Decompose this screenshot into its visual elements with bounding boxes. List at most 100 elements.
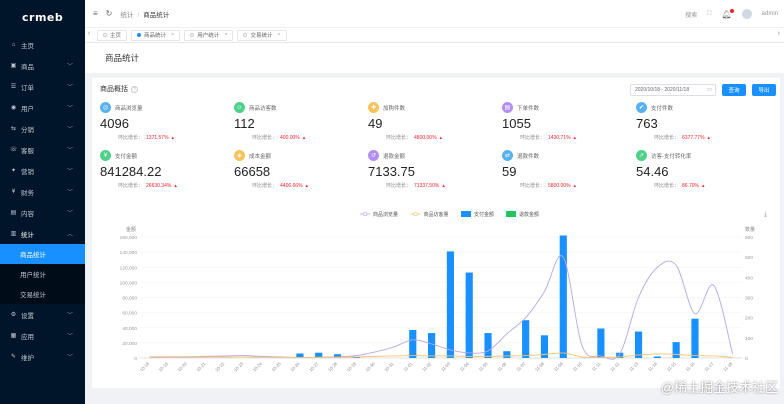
metric-icon: ✚ [368,102,379,113]
sidebar-item-home[interactable]: ⌂ 主页 [0,34,85,55]
content-icon: ▤ [10,210,17,216]
chart-bar [540,335,549,358]
date-range-picker[interactable]: 2020/10/18 - 2020/11/18 ▭ [630,84,716,96]
chart-line-series [149,352,733,359]
tab-2[interactable]: 用户统计 × [184,29,234,41]
sidebar-item-marketing[interactable]: ✦ 营销 ﹀ [0,160,85,181]
metric-ratio-label: 环比增长： [118,135,144,141]
metric-ratio-value: 5800.00% [548,183,571,189]
tab-1[interactable]: 商品统计 × [131,29,181,41]
close-tab-icon[interactable]: × [171,32,175,38]
sidebar-item-distribution[interactable]: ⇆ 分销 ﹀ [0,118,85,139]
x-tick-label: 10-28 [327,361,339,373]
chart-bar [653,356,661,358]
chart-bar [559,235,567,358]
metric-label: 商品访客数 [249,106,277,112]
tab-3[interactable]: 交易统计 × [237,29,287,41]
metric-ratio: 环比增长： 6377.77% ▴ [654,134,710,141]
menu-toggle-icon[interactable]: ≡ [93,9,98,18]
fullscreen-icon[interactable]: ⛶ [707,10,712,17]
user-name[interactable]: admin [761,11,778,17]
metric-ratio: 环比增长： 4800.00% ▴ [386,134,442,141]
metric-icon: ↗ [636,150,647,161]
chart-bar [522,320,530,358]
service-icon: ☏ [9,147,18,153]
metric-ratio: 环比增长： 400.00% ▴ [252,134,305,141]
metric-value: 841284.22 [100,164,162,179]
marketing-icon: ✦ [10,168,17,174]
metric-icon: ⇄ [502,150,513,161]
maintain-icon: ✎ [10,354,17,360]
metric-value: 49 [368,116,383,131]
sidebar-subitem[interactable]: 交易统计 [0,284,85,304]
metric-card: ↗ 访客-支付转化率 54.46 环比增长： 86.70% ▴ [636,150,756,192]
logo-text: crmeb [22,10,64,24]
sidebar-subitem[interactable]: 商品统计 [0,244,85,264]
x-tick-label: 11-17 [703,361,715,373]
sidebar-item-app[interactable]: ▦ 应用 ﹀ [0,325,85,346]
query-button[interactable]: 查询 [722,84,746,96]
export-button[interactable]: 导出 [752,84,776,96]
distribution-icon: ⇆ [10,126,17,132]
metric-icon: ✔ [636,102,647,113]
sidebar-item-content[interactable]: ▤ 内容 ﹀ [0,202,85,223]
legend-label: 支付金额 [474,211,494,218]
breadcrumb-item[interactable]: 统计 [120,11,134,19]
sidebar-item-settings[interactable]: ⚙ 设置 ﹀ [0,304,85,325]
y-tick-label-right: 300 [745,296,753,302]
download-chart-icon: ⤓ [764,210,767,218]
goods-icon: ▣ [10,63,17,69]
tab-scroll-right-icon[interactable]: › [777,30,780,37]
sidebar-item-service[interactable]: ☏ 客服 ﹀ [0,139,85,160]
close-tab-icon[interactable]: × [224,32,228,38]
chart-bar [691,318,699,358]
x-tick-label: 10-21 [195,361,207,373]
refresh-icon[interactable]: ↻ [105,9,113,18]
legend-label: 商品访客量 [424,211,449,218]
chevron-down-icon: ﹀ [66,355,73,361]
goods-trend-chart: 0 20,000 40,000 60,000 80,000 100,000 120,000 1… [92,206,780,388]
y-tick-label-right: 0 [745,356,748,362]
metric-ratio: 环比增长： 26630.34% ▴ [118,182,177,189]
x-tick-label: 10-19 [158,361,170,373]
sidebar-item-statistics[interactable]: ▥ 统计 ︿ [0,223,85,244]
x-tick-label: 10-27 [308,361,320,373]
tab-scroll-left-icon[interactable]: ‹ [88,30,91,37]
metric-ratio: 环比增长： 71337.50% ▴ [386,182,445,189]
breadcrumb: 统计 / 商品统计 [120,11,170,19]
metric-ratio: 环比增长： 1371.57% ▴ [118,134,174,141]
metric-ratio-label: 环比增长： [654,135,680,141]
sidebar-item-maintain[interactable]: ✎ 维护 ﹀ [0,346,85,367]
sidebar-item-order[interactable]: ☰ 订单 ﹀ [0,76,85,97]
metric-card: ↺ 退款金额 7133.75 环比增长： 71337.50% ▴ [368,150,488,192]
sidebar-subitem[interactable]: 用户统计 [0,264,85,284]
metric-ratio-label: 环比增长： [386,135,412,141]
tab-0[interactable]: 主页 [97,29,128,41]
brand-logo[interactable]: crmeb [0,0,85,34]
metric-label: 成本金额 [249,154,272,160]
chart-bar [428,333,436,358]
metric-card: ¥ 支付金额 841284.22 环比增长： 26630.34% ▴ [100,150,220,192]
metric-ratio-label: 环比增长： [386,183,412,189]
tab-status-dot [137,33,142,37]
sidebar-item-label: 应用 [21,333,34,341]
metric-label: 支付金额 [115,154,138,160]
metric-icon: ↺ [368,150,379,161]
y-tick-label-left: 60,000 [122,311,137,317]
chevron-down-icon: ﹀ [66,211,73,217]
x-tick-label: 11-06 [496,361,508,373]
sidebar-item-user[interactable]: ◉ 用户 ﹀ [0,97,85,118]
close-tab-icon[interactable]: × [277,32,281,38]
sidebar-item-goods[interactable]: ▣ 商品 ﹀ [0,55,85,76]
sidebar-item-finance[interactable]: ¥ 财务 ﹀ [0,181,85,202]
home-icon: ⌂ [11,41,16,48]
avatar[interactable] [741,9,752,19]
tab-status-dot [103,33,107,37]
search-input[interactable]: 搜索 [685,12,698,19]
trend-up-icon: ▴ [305,183,309,189]
chart-bar [296,353,304,358]
metric-ratio: 环比增长： 4406.66% ▴ [252,182,308,189]
x-tick-label: 11-02 [421,361,433,373]
notification-bell-icon[interactable]: 🔔︎ [721,8,734,19]
help-icon[interactable]: ? [131,85,138,93]
